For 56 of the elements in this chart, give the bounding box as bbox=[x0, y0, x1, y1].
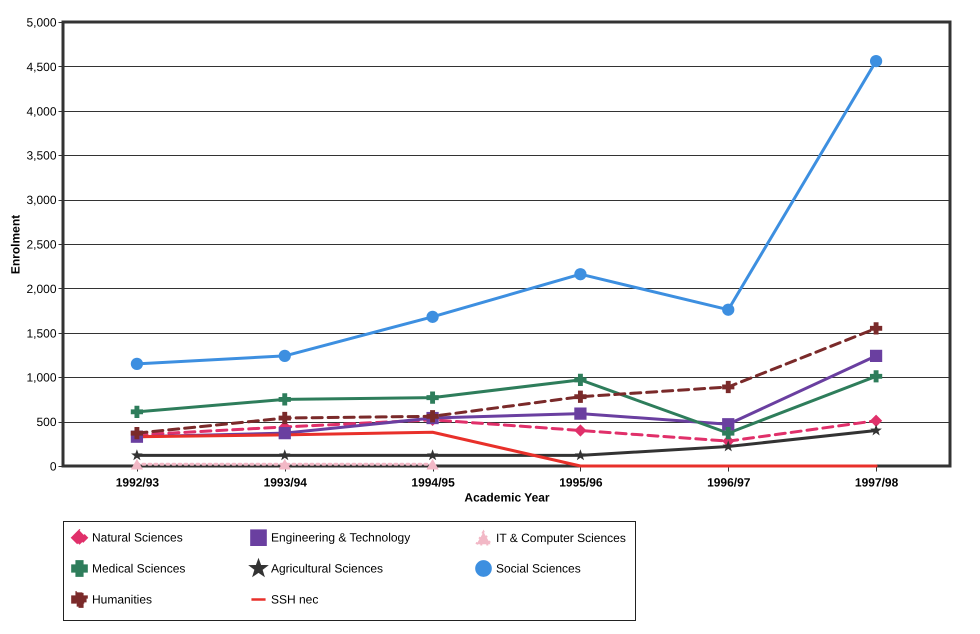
x-tick-label: 1992/93 bbox=[116, 476, 160, 490]
point bbox=[426, 449, 438, 460]
y-tick-label: 4,500 bbox=[26, 60, 57, 74]
legend-label: Social Sciences bbox=[496, 562, 581, 576]
legend-label: SSH nec bbox=[271, 592, 318, 606]
y-tick-label: 1,000 bbox=[26, 370, 57, 385]
y-tick-label: 5,000 bbox=[26, 16, 57, 30]
point bbox=[278, 458, 291, 470]
point bbox=[574, 407, 587, 420]
x-tick-label: 1997/98 bbox=[854, 476, 899, 490]
legend-label: Medical Sciences bbox=[92, 562, 186, 576]
legend-label: Engineering & Technology bbox=[271, 530, 410, 545]
point bbox=[278, 350, 291, 362]
point bbox=[870, 370, 882, 382]
point bbox=[131, 449, 143, 460]
point bbox=[722, 380, 734, 394]
point bbox=[278, 393, 291, 406]
point bbox=[574, 424, 587, 437]
x-axis-title: Academic Year bbox=[464, 490, 550, 504]
point bbox=[574, 268, 587, 280]
legend-label: Natural Sciences bbox=[92, 530, 183, 545]
point bbox=[870, 424, 882, 436]
x-tick-label: 1994/95 bbox=[411, 476, 456, 490]
legend-label: IT & Computer Sciences bbox=[496, 531, 626, 546]
y-tick-label: 0 bbox=[50, 460, 57, 474]
y-tick-label: 2,000 bbox=[26, 282, 57, 296]
point bbox=[722, 427, 734, 440]
point bbox=[426, 310, 439, 323]
y-tick-label: 3,000 bbox=[26, 193, 57, 208]
point bbox=[426, 392, 439, 404]
point bbox=[870, 350, 882, 362]
point bbox=[130, 458, 144, 470]
point bbox=[130, 406, 144, 418]
legend-label: Agricultural Sciences bbox=[271, 562, 384, 576]
point bbox=[870, 54, 882, 68]
y-axis-title: Enrolment bbox=[8, 214, 22, 274]
point bbox=[130, 358, 144, 370]
point bbox=[574, 374, 587, 386]
point bbox=[278, 449, 291, 460]
point bbox=[278, 412, 291, 424]
point bbox=[870, 414, 882, 427]
y-tick-label: 500 bbox=[36, 415, 57, 430]
y-tick-label: 1,500 bbox=[26, 326, 57, 340]
x-tick-label: 1995/96 bbox=[559, 476, 603, 490]
point bbox=[870, 322, 882, 334]
point bbox=[722, 304, 734, 316]
y-tick-label: 3,500 bbox=[26, 148, 57, 163]
x-tick-label: 1996/97 bbox=[707, 476, 751, 490]
legend-label: Humanities bbox=[92, 592, 152, 606]
point bbox=[574, 390, 587, 403]
point bbox=[426, 458, 439, 470]
x-tick-label: 1993/94 bbox=[264, 476, 308, 490]
y-tick-label: 2,500 bbox=[26, 238, 57, 252]
point bbox=[278, 427, 291, 440]
point bbox=[574, 449, 586, 460]
y-tick-label: 4,000 bbox=[26, 104, 57, 118]
